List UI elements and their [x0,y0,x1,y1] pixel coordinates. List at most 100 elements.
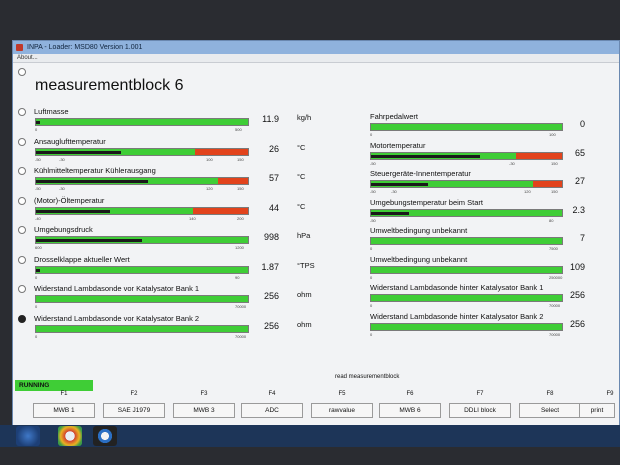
measurement-unit: °C [297,172,306,181]
bar-value-fill [36,209,111,213]
measurement-unit: °TPS [297,260,315,270]
measurement-bar [370,322,563,331]
measurement-value: 256 [263,320,279,331]
bar-value-fill [371,183,429,186]
measurement-unit: ohm [297,290,312,299]
measurement-value: 0 [579,119,585,129]
menu-bar: About... [13,54,619,63]
measurement-bar [370,294,563,302]
axis-tick-label: -50 [35,186,41,191]
app-icon [16,44,23,51]
axis-tick-label: 0 [35,127,38,132]
function-key-number: F6 [406,391,414,397]
function-key-button-5[interactable]: rawvalue [311,403,373,418]
row-radio[interactable] [18,255,26,264]
axis-tick-label: -30 [59,186,65,191]
measurement-label: Widerstand Lambdasonde vor Katalysator B… [34,313,200,323]
row-radio[interactable] [18,196,26,205]
axis-tick-label: 7500 [549,246,558,251]
measurement-value: 11.9 [262,114,279,124]
axis-tick-label: 70000 [235,304,247,309]
axis-tick-label: -50 [35,156,41,162]
measurement-label: Ansauglufttemperatur [34,136,106,146]
measurement-value: 65 [574,147,585,158]
top-radio[interactable] [18,68,26,76]
measurement-value: 44 [268,202,279,213]
axis-tick-label: 140 [189,215,196,221]
function-key-button-9[interactable]: print [579,403,615,418]
measurement-value: 109 [569,261,585,272]
row-radio[interactable] [18,314,26,323]
axis-tick-label: 250000 [549,274,563,280]
axis-tick-label: 120 [206,186,213,191]
bar-red-zone [218,178,248,184]
bar-red-zone [516,152,562,159]
measurement-bar [370,208,563,217]
axis-tick-label: 150 [237,186,244,191]
axis-tick-label: 70000 [549,303,561,308]
function-key-button-7[interactable]: DDLI block [449,403,511,418]
measurement-bar [35,324,249,333]
axis-tick-label: -40 [35,215,41,221]
axis-tick-label: 0 [35,333,38,339]
measurement-value: 7 [579,233,585,243]
axis-tick-label: 0 [370,331,373,337]
measurement-bar [370,123,563,131]
axis-tick-label: 100 [206,156,213,162]
measurement-value: 998 [263,232,279,242]
measurement-label: Kühlmitteltemperatur Kühlerausgang [34,166,156,175]
measurement-bar [35,236,249,244]
bar-value-fill [36,121,41,124]
measurement-unit: hPa [297,231,311,240]
measurement-unit: °C [297,142,306,152]
measurement-label: (Motor)-Öltemperatur [34,195,105,205]
function-key-button-6[interactable]: MWB 6 [379,403,441,418]
bar-red-zone [533,181,562,187]
bmw-logo-icon[interactable] [93,426,117,446]
function-key-number: F7 [476,391,484,397]
measurement-label: Drosselklappe aktueller Wert [34,254,130,264]
measurement-value: 1.87 [261,261,279,272]
measurement-bar [370,180,563,188]
axis-tick-label: 0 [35,304,38,309]
axis-tick-label: 1200 [235,245,244,250]
bar-value-fill [36,180,149,183]
axis-tick-label: 150 [237,156,244,162]
taskbar [0,425,620,447]
measurement-label: Umgebungstemperatur beim Start [370,197,483,207]
function-key-number: F9 [606,391,614,397]
function-key-number: F1 [60,391,68,397]
axis-tick-label: 150 [551,189,558,194]
row-radio[interactable] [18,108,26,116]
measurement-label: Motortemperatur [370,140,426,150]
axis-tick-label: -30 [59,156,65,162]
bar-red-zone [195,148,248,155]
measurement-bar [370,237,563,245]
function-key-button-2[interactable]: SAE J1979 [103,403,165,418]
measurement-bar [35,265,249,274]
function-key-button-1[interactable]: MWB 1 [33,403,95,418]
row-radio[interactable] [18,137,26,146]
measurement-label: Widerstand Lambdasonde hinter Katalysato… [370,283,544,292]
measurement-label: Steuergeräte-Innentemperatur [370,169,471,178]
measurement-value: 256 [569,290,585,300]
row-radio[interactable] [18,167,26,175]
row-radio[interactable] [18,285,26,293]
axis-tick-label: -30 [509,160,515,166]
axis-tick-label: 100 [549,132,556,137]
function-key-button-8[interactable]: Select [519,403,581,418]
chrome-icon[interactable] [58,426,82,446]
axis-tick-label: 500 [235,127,242,132]
measurement-value: 57 [268,173,279,183]
function-key-button-3[interactable]: MWB 3 [173,403,235,418]
axis-tick-label: 0 [370,303,373,308]
axis-tick-label: 0 [370,132,373,137]
axis-tick-label: -50 [370,217,376,223]
function-key-button-4[interactable]: ADC [241,403,303,418]
bar-value-fill [36,239,142,242]
menu-about[interactable]: About... [17,55,38,61]
start-button-icon[interactable] [16,426,40,446]
measurement-value: 27 [574,176,585,186]
page-title: measurementblock 6 [35,77,184,94]
row-radio[interactable] [18,226,26,234]
